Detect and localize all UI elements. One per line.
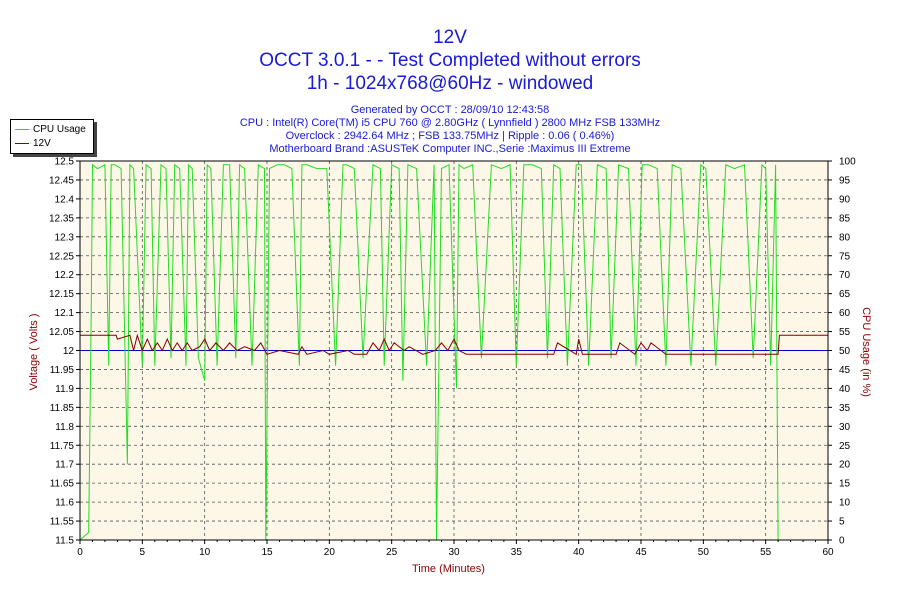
- y-tick-label: 12.1: [55, 308, 75, 319]
- legend-label-cpu: CPU Usage: [33, 123, 86, 135]
- y-tick-label: 12.4: [55, 194, 75, 205]
- plot-frame: [79, 160, 829, 541]
- x-tick-label: 20: [324, 547, 336, 558]
- legend: CPU Usage 12V: [10, 119, 94, 154]
- y2-tick-label: 70: [839, 270, 851, 281]
- y2-tick-label: 30: [839, 422, 851, 433]
- y-tick-label: 11.85: [50, 403, 75, 414]
- chart-subtitle-mode: 1h - 1024x768@60Hz - windowed: [306, 73, 594, 94]
- legend-item-12v: 12V: [15, 137, 51, 149]
- y-tick-label: 11.65: [50, 479, 75, 490]
- y-tick-label: 11.5: [55, 536, 74, 547]
- y-tick-label: 12.5: [55, 157, 75, 168]
- y2-tick-label: 90: [839, 194, 851, 205]
- legend-swatch-cpu: [15, 128, 29, 130]
- y2-tick-label: 75: [839, 251, 851, 262]
- x-tick-label: 60: [822, 547, 834, 558]
- y-tick-label: 11.95: [50, 365, 75, 376]
- series-line-cpu-usage: [79, 163, 828, 541]
- x-tick-label: 10: [199, 547, 211, 558]
- info-overclock: Overclock : 2942.64 MHz ; FSB 133.75MHz …: [285, 130, 615, 142]
- legend-swatch-12v: [15, 142, 29, 144]
- x-tick-label: 30: [448, 547, 460, 558]
- y-tick-label: 11.55: [50, 517, 75, 528]
- x-tick-label: 0: [77, 547, 83, 558]
- x-tick-label: 5: [140, 547, 146, 558]
- y2-tick-label: 25: [839, 441, 851, 452]
- y2-tick-label: 85: [839, 213, 851, 224]
- y-tick-label: 12.3: [55, 232, 75, 243]
- y2-tick-label: 40: [839, 384, 851, 395]
- y-tick-label: 11.8: [55, 422, 74, 433]
- x-tick-label: 45: [635, 547, 647, 558]
- y-tick-label: 11.75: [50, 441, 75, 452]
- y2-tick-label: 35: [839, 403, 851, 414]
- y2-tick-label: 0: [839, 536, 845, 547]
- x-tick-label: 35: [511, 547, 523, 558]
- y-tick-label: 12.45: [49, 175, 74, 186]
- chart-title: 12V: [433, 27, 467, 48]
- grid: [80, 161, 828, 540]
- y-tick-label: 11.6: [55, 498, 74, 509]
- x-tick-label: 40: [573, 547, 585, 558]
- chart-subtitle-test: OCCT 3.0.1 - - Test Completed without er…: [259, 50, 641, 71]
- y2-tick-label: 10: [839, 498, 851, 509]
- y2-tick-label: 20: [839, 460, 851, 471]
- y2-tick-label: 60: [839, 308, 851, 319]
- y-tick-label: 12.25: [49, 251, 74, 262]
- info-motherboard: Motherboard Brand :ASUSTeK Computer INC.…: [269, 143, 631, 155]
- y-tick-label: 12: [63, 346, 75, 357]
- series-group: [79, 163, 828, 541]
- x-tick-label: 15: [261, 547, 273, 558]
- y2-tick-label: 80: [839, 232, 851, 243]
- y2-tick-label: 95: [839, 175, 851, 186]
- y-tick-label: 11.9: [55, 384, 74, 395]
- y2-tick-label: 15: [839, 479, 851, 490]
- x-axis-title: Time (Minutes): [412, 563, 485, 575]
- y-tick-label: 11.7: [55, 460, 74, 471]
- x-tick-label: 50: [698, 547, 710, 558]
- y2-tick-label: 65: [839, 289, 851, 300]
- legend-label-12v: 12V: [33, 137, 51, 149]
- legend-item-cpu: CPU Usage: [15, 123, 86, 135]
- y2-tick-label: 50: [839, 346, 851, 357]
- y2-tick-label: 45: [839, 365, 851, 376]
- y-tick-label: 12.15: [49, 289, 74, 300]
- y-tick-label: 12.05: [49, 327, 74, 338]
- y-tick-label: 12.35: [49, 213, 74, 224]
- info-generated: Generated by OCCT : 28/09/10 12:43:58: [350, 104, 550, 116]
- y2-tick-label: 5: [839, 517, 845, 528]
- series-line-12v: [80, 333, 828, 356]
- info-cpu: CPU : Intel(R) Core(TM) i5 CPU 760 @ 2.8…: [239, 117, 661, 129]
- x-tick-label: 25: [386, 547, 398, 558]
- y2-tick-label: 55: [839, 327, 851, 338]
- y2-tick-label: 100: [839, 157, 856, 168]
- x-tick-label: 55: [760, 547, 772, 558]
- y-tick-label: 12.2: [55, 270, 75, 281]
- axis-ticks: 0 5 10 15 20 25 30 35 40 45 50 55 6011.511.5511.611.…: [49, 157, 856, 559]
